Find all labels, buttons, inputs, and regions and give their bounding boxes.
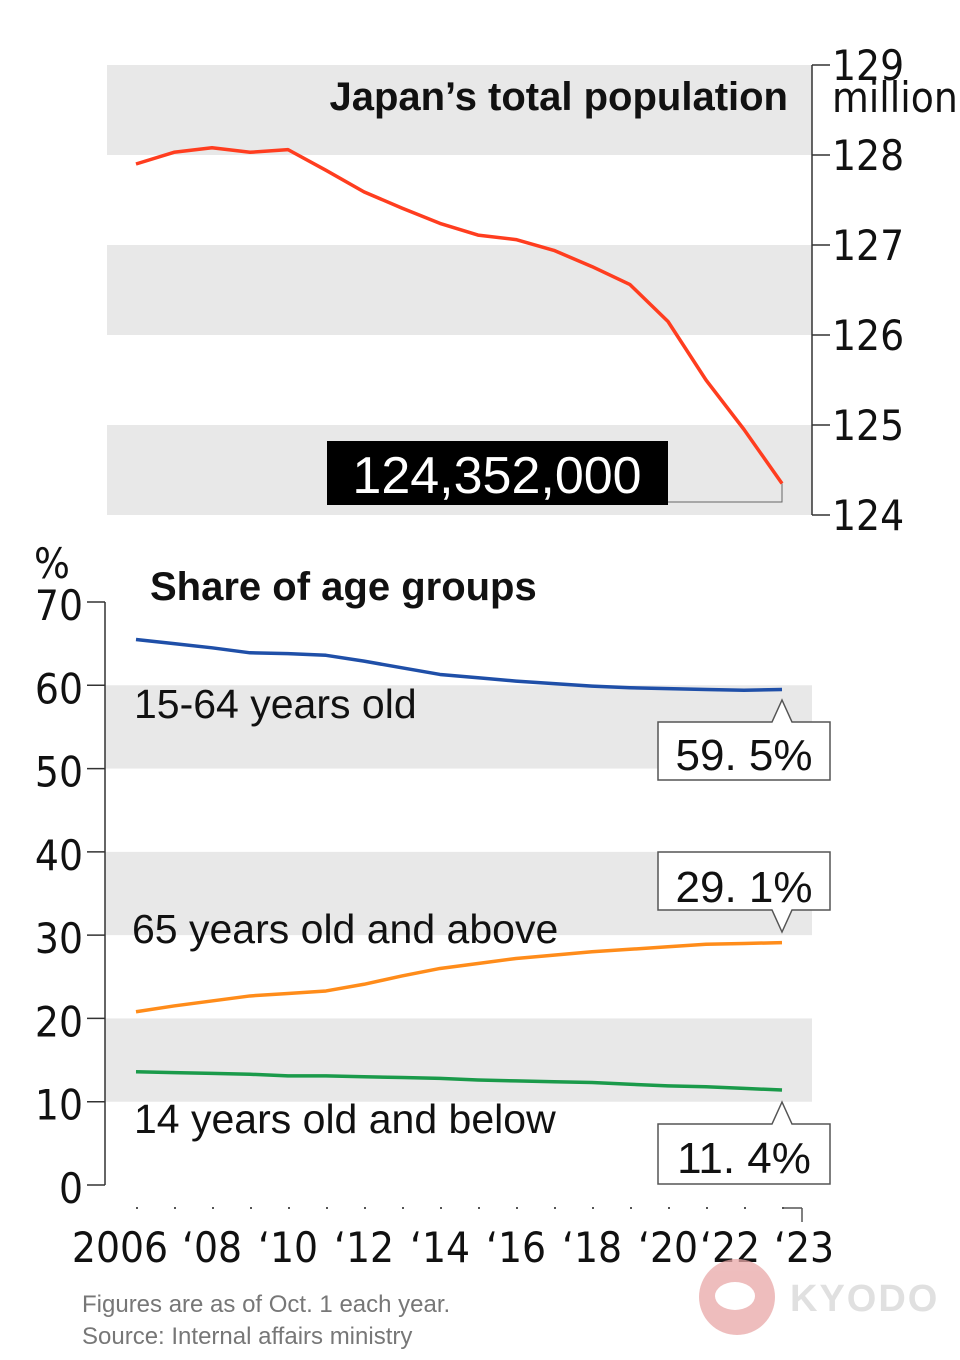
population-chart-title: Japan’s total population [329,75,788,119]
age-tick-label-50: 50 [35,748,83,797]
callout-14-below-value: 11. 4% [677,1134,811,1183]
note-figures: Figures are as of Oct. 1 each year. [82,1291,450,1318]
note-source: Source: Internal affairs ministry [82,1323,412,1350]
age-x-tick-label-4: ‘14 [410,1223,470,1272]
age-tick-label-0: 0 [59,1164,83,1213]
series-label-65-above: 65 years old and above [132,906,558,952]
population-unit-label: million [832,73,958,122]
population-callout-value: 124,352,000 [352,447,641,505]
logo-text: KYODO [790,1278,939,1320]
age-tick-label-20: 20 [35,997,83,1046]
age-band-2 [105,1018,812,1101]
callout-14-below: 11. 4% [658,1102,830,1184]
age-y-axis: 0 10 20 30 40 50 60 70 [35,581,105,1213]
callout-15-64-value: 59. 5% [676,731,813,780]
age-tick-label-40: 40 [35,831,83,880]
age-x-tick-label-1: ‘08 [182,1223,242,1272]
series-label-14-below: 14 years old and below [134,1096,556,1142]
logo-inner-icon [715,1282,755,1310]
age-chart-title: Share of age groups [150,565,537,609]
age-x-tick-label-7: ‘20 [638,1223,698,1272]
age-tick-label-70: 70 [35,581,83,630]
age-x-axis: 2006‘08‘10‘12‘14‘16‘18‘20‘22‘23 [72,1208,834,1272]
age-series-line-1 [136,943,782,1012]
population-tick-label-124: 124 [832,491,904,540]
age-tick-label-30: 30 [35,914,83,963]
age-x-tick-label-3: ‘12 [334,1223,394,1272]
age-tick-label-10: 10 [35,1081,83,1130]
age-x-tick-label-6: ‘18 [562,1223,622,1272]
age-x-tick-label-2: ‘10 [258,1223,318,1272]
age-x-tick-label-5: ‘16 [486,1223,546,1272]
callout-65-above-value: 29. 1% [676,863,813,912]
population-tick-label-125: 125 [832,401,904,450]
population-tick-label-126: 126 [832,311,904,360]
series-label-15-64: 15-64 years old [134,681,417,727]
age-x-tick-label-0: 2006 [72,1223,168,1272]
age-x-tick-label-9: ‘23 [774,1223,834,1272]
population-band-1 [107,245,812,335]
population-tick-label-128: 128 [832,131,904,180]
population-tick-label-127: 127 [832,221,904,270]
age-tick-label-60: 60 [35,664,83,713]
